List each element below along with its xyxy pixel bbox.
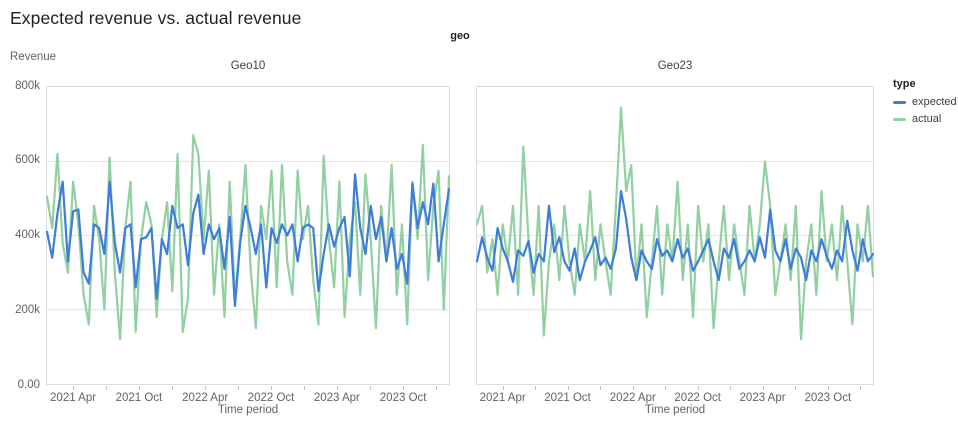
x-axis-label: 2021 Oct bbox=[544, 392, 591, 404]
x-axis-tick bbox=[271, 386, 273, 390]
expected-line bbox=[475, 189, 875, 283]
legend-item-expected[interactable]: expected bbox=[893, 96, 957, 108]
legend-item-label: actual bbox=[912, 113, 942, 125]
x-axis-tick bbox=[369, 386, 371, 390]
legend-title: type bbox=[893, 78, 916, 90]
y-axis-label: 200k bbox=[15, 303, 40, 316]
x-axis-tick bbox=[105, 386, 107, 390]
y-axis-label: 0.00 bbox=[17, 378, 40, 391]
x-axis-tick bbox=[205, 386, 207, 390]
plot-area-geo23[interactable] bbox=[475, 86, 875, 385]
expected-line-swatch-icon bbox=[893, 100, 906, 104]
x-axis-tick bbox=[238, 386, 240, 390]
x-axis-tick bbox=[567, 386, 569, 390]
x-axis-label: 2023 Oct bbox=[379, 392, 427, 404]
x-axis-geo23: 2021 Apr 2021 Oct 2022 Apr 2022 Oct 2023 Apr… bbox=[476, 385, 874, 419]
y-axis-label: 800k bbox=[15, 79, 40, 92]
chart-title: Expected revenue vs. actual revenue bbox=[10, 8, 302, 28]
y-axis-label: 600k bbox=[15, 154, 40, 167]
y-axis-label: 400k bbox=[15, 229, 40, 241]
facet-title-geo23: Geo23 bbox=[657, 60, 693, 72]
x-axis-label: 2022 Oct bbox=[674, 392, 722, 404]
x-axis-label: 2022 Oct bbox=[247, 392, 295, 404]
x-axis-tick bbox=[436, 386, 438, 390]
x-axis-tick bbox=[403, 386, 405, 390]
x-axis-tick bbox=[336, 386, 338, 390]
facet-field-label: geo bbox=[450, 30, 470, 42]
x-axis-label: 2023 Apr bbox=[313, 392, 360, 404]
x-axis-tick bbox=[827, 386, 829, 390]
x-axis-tick bbox=[665, 386, 667, 390]
x-axis-tick bbox=[599, 386, 601, 390]
x-axis-label: 2021 Apr bbox=[50, 392, 97, 404]
legend-item-actual[interactable]: actual bbox=[893, 113, 957, 125]
line-chart-geo10 bbox=[45, 134, 451, 341]
x-axis-label: 2021 Oct bbox=[115, 392, 163, 404]
line-chart-geo23 bbox=[475, 106, 875, 341]
x-axis-label: 2023 Oct bbox=[804, 392, 852, 404]
x-axis-tick bbox=[730, 386, 732, 390]
x-axis-label: 2021 Apr bbox=[479, 392, 526, 404]
legend-item-label: expected bbox=[912, 96, 957, 108]
x-axis-tick bbox=[632, 386, 634, 390]
legend: type expected actual bbox=[893, 78, 957, 130]
x-axis-tick bbox=[502, 386, 504, 390]
x-axis-title-geo23: Time period bbox=[644, 404, 706, 416]
x-axis-label: 2022 Apr bbox=[609, 392, 656, 404]
x-axis-tick bbox=[171, 386, 173, 390]
x-axis-tick bbox=[762, 386, 764, 390]
x-axis-tick bbox=[697, 386, 699, 390]
x-axis-label: 2022 Apr bbox=[182, 392, 229, 404]
actual-line bbox=[45, 134, 451, 341]
y-axis-labels: 800k 600k 400k 200k 0.00 bbox=[0, 80, 40, 391]
actual-line bbox=[475, 106, 875, 341]
x-axis-tick bbox=[138, 386, 140, 390]
x-axis-label: 2023 Apr bbox=[739, 392, 786, 404]
facet-title-geo10: Geo10 bbox=[230, 60, 266, 72]
plot-area-geo10[interactable] bbox=[45, 86, 451, 385]
actual-line-swatch-icon bbox=[893, 117, 906, 121]
x-axis-tick bbox=[535, 386, 537, 390]
y-axis-title: Revenue bbox=[10, 51, 57, 63]
x-axis-tick bbox=[860, 386, 862, 390]
x-axis-tick bbox=[73, 386, 75, 390]
x-axis-tick bbox=[303, 386, 305, 390]
x-axis-geo10: 2021 Apr 2021 Oct 2022 Apr 2022 Oct 2023 Apr… bbox=[46, 385, 450, 419]
x-axis-tick bbox=[794, 386, 796, 390]
expected-line bbox=[45, 173, 451, 308]
x-axis-title-geo10: Time period bbox=[217, 404, 279, 416]
